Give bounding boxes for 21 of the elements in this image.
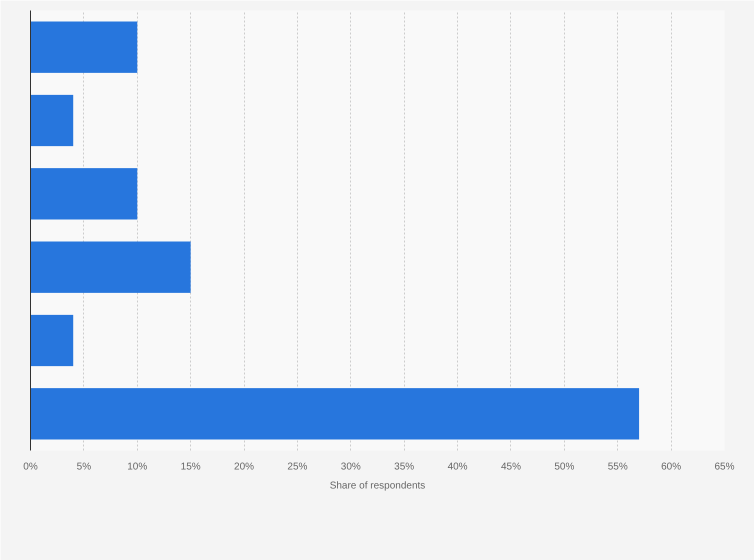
bar [30, 242, 191, 293]
bar [30, 22, 138, 73]
x-tick-label: 0% [23, 462, 38, 472]
x-tick-label: 50% [554, 462, 574, 472]
x-tick-label: 15% [180, 462, 201, 472]
x-tick-label: 5% [76, 462, 92, 472]
x-tick-label: 25% [287, 462, 308, 472]
x-tick-label: 60% [661, 462, 682, 472]
x-tick-label: 20% [234, 462, 254, 472]
bar [30, 388, 640, 440]
bar [30, 94, 74, 146]
x-tick-label: 55% [608, 462, 628, 472]
x-tick-label: 65% [714, 462, 735, 472]
bar [30, 168, 138, 220]
x-tick-label: 45% [500, 462, 522, 472]
x-axis-title: Share of respondents [330, 480, 426, 492]
x-tick-label: 30% [340, 462, 361, 472]
bar [30, 314, 74, 366]
x-tick-label: 35% [394, 462, 414, 472]
x-tick-label: 10% [127, 462, 148, 472]
x-tick-label: 40% [448, 462, 468, 472]
